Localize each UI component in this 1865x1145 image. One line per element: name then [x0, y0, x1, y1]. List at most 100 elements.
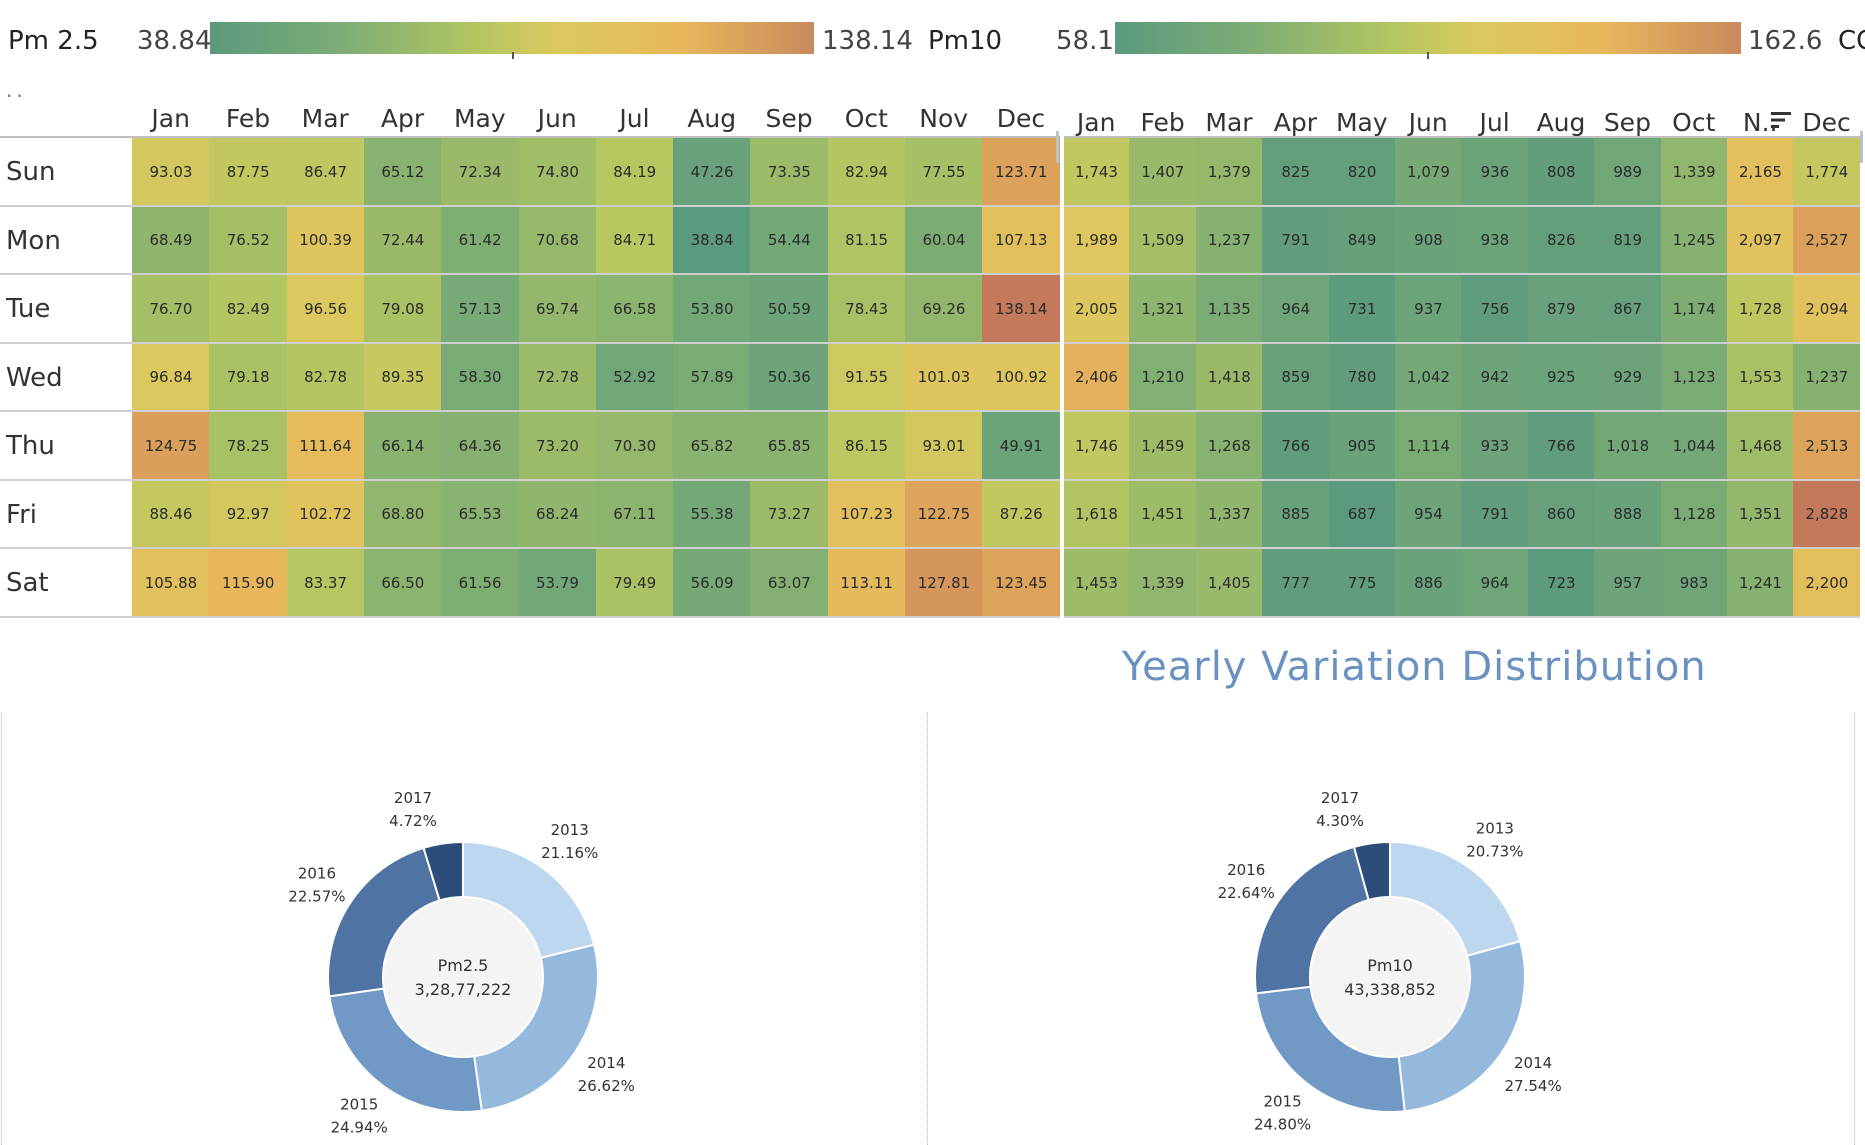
pm25-heatmap-cell[interactable]: 76.52: [209, 205, 288, 275]
pm25-heatmap-cell[interactable]: 86.15: [827, 411, 906, 481]
pm25-heatmap-cell[interactable]: 93.01: [905, 411, 983, 481]
pm10-heatmap-cell[interactable]: 1,509: [1129, 205, 1197, 275]
pm10-heatmap-cell[interactable]: 1,618: [1063, 479, 1130, 549]
pm25-heatmap-cell[interactable]: 78.43: [827, 274, 906, 344]
pm10-heatmap-cell[interactable]: 905: [1328, 411, 1396, 481]
pm25-heatmap-cell[interactable]: 63.07: [750, 548, 829, 618]
pm10-heatmap-cell[interactable]: 1,241: [1727, 548, 1794, 618]
pm10-slice-2014[interactable]: [1397, 939, 1526, 1113]
pm10-heatmap-cell[interactable]: 819: [1594, 205, 1662, 275]
pm25-heatmap-cell[interactable]: 52.92: [595, 342, 674, 412]
pm10-heatmap-cell[interactable]: 908: [1395, 205, 1462, 275]
pm10-slice-2017[interactable]: [1352, 840, 1391, 902]
pm10-heatmap-cell[interactable]: 942: [1461, 342, 1529, 412]
pm25-heatmap-cell[interactable]: 53.79: [518, 548, 597, 618]
pm10-donut-chart[interactable]: 2013 20.73% 2014 27.54% 2015 24.80% 2016 22.64%…: [1167, 770, 1607, 1145]
pm25-heatmap-cell[interactable]: 92.97: [209, 479, 288, 549]
pm25-heatmap-cell[interactable]: 86.47: [286, 137, 365, 207]
pm25-heatmap-cell[interactable]: 73.27: [750, 479, 829, 549]
pm10-heatmap-cell[interactable]: 791: [1461, 479, 1529, 549]
pm10-heatmap-cell[interactable]: 1,418: [1195, 342, 1263, 412]
pm25-heatmap-cell[interactable]: 107.13: [982, 205, 1061, 275]
pm25-heatmap-cell[interactable]: 76.70: [132, 274, 210, 344]
pm25-heatmap-cell[interactable]: 123.45: [982, 548, 1061, 618]
pm10-heatmap-cell[interactable]: 780: [1328, 342, 1396, 412]
pm10-heatmap-cell[interactable]: 1,774: [1793, 137, 1861, 207]
pm10-heatmap-cell[interactable]: 1,237: [1195, 205, 1263, 275]
pm10-heatmap-cell[interactable]: 964: [1461, 548, 1529, 618]
pm10-heatmap-cell[interactable]: 964: [1262, 274, 1330, 344]
pm10-heatmap-cell[interactable]: 766: [1527, 411, 1595, 481]
pm25-slice-2015[interactable]: [328, 987, 483, 1113]
pm25-heatmap-cell[interactable]: 57.89: [673, 342, 751, 412]
pm25-heatmap-cell[interactable]: 124.75: [132, 411, 210, 481]
pm10-heatmap-cell[interactable]: 775: [1328, 548, 1396, 618]
pm10-heatmap-cell[interactable]: 1,018: [1594, 411, 1662, 481]
pm25-heatmap-cell[interactable]: 54.44: [750, 205, 829, 275]
pm10-heatmap-cell[interactable]: 2,097: [1727, 205, 1794, 275]
pm10-heatmap-cell[interactable]: 1,237: [1793, 342, 1861, 412]
pm25-heatmap-cell[interactable]: 65.85: [750, 411, 829, 481]
pm25-heatmap-cell[interactable]: 56.09: [673, 548, 751, 618]
pm10-heatmap-cell[interactable]: 1,743: [1063, 137, 1130, 207]
pm25-heatmap-cell[interactable]: 68.80: [363, 479, 442, 549]
pm25-heatmap-cell[interactable]: 50.36: [750, 342, 829, 412]
pm25-heatmap-cell[interactable]: 127.81: [905, 548, 983, 618]
pm25-heatmap-cell[interactable]: 73.35: [750, 137, 829, 207]
pm10-heatmap-cell[interactable]: 1,728: [1727, 274, 1794, 344]
pm10-heatmap-cell[interactable]: 925: [1527, 342, 1595, 412]
pm10-heatmap-cell[interactable]: 1,042: [1395, 342, 1462, 412]
pm10-heatmap-cell[interactable]: 1,114: [1395, 411, 1462, 481]
pm10-heatmap-cell[interactable]: 1,351: [1727, 479, 1794, 549]
pm10-heatmap-cell[interactable]: 1,044: [1660, 411, 1728, 481]
pm10-heatmap-cell[interactable]: 791: [1262, 205, 1330, 275]
pm25-heatmap-cell[interactable]: 66.50: [363, 548, 442, 618]
pm25-heatmap-cell[interactable]: 72.34: [441, 137, 520, 207]
pm10-heatmap-cell[interactable]: 1,210: [1129, 342, 1197, 412]
pm25-slice-2017[interactable]: [422, 840, 464, 902]
pm25-heatmap-cell[interactable]: 77.55: [905, 137, 983, 207]
pm10-heatmap-cell[interactable]: 849: [1328, 205, 1396, 275]
pm10-heatmap-cell[interactable]: 1,405: [1195, 548, 1263, 618]
pm10-heatmap-cell[interactable]: 1,453: [1063, 548, 1130, 618]
pm25-heatmap-cell[interactable]: 115.90: [209, 548, 288, 618]
pm10-heatmap-cell[interactable]: 820: [1328, 137, 1396, 207]
pm10-heatmap-cell[interactable]: 1,079: [1395, 137, 1462, 207]
pm25-heatmap-cell[interactable]: 73.20: [518, 411, 597, 481]
pm10-heatmap-cell[interactable]: 731: [1328, 274, 1396, 344]
pm25-heatmap-cell[interactable]: 82.78: [286, 342, 365, 412]
pm25-heatmap-cell[interactable]: 53.80: [673, 274, 751, 344]
pm10-heatmap-cell[interactable]: 1,174: [1660, 274, 1728, 344]
pm10-heatmap-cell[interactable]: 777: [1262, 548, 1330, 618]
pm10-heatmap-cell[interactable]: 937: [1395, 274, 1462, 344]
pm25-heatmap-cell[interactable]: 66.14: [363, 411, 442, 481]
pm25-heatmap-cell[interactable]: 81.15: [827, 205, 906, 275]
pm10-heatmap-cell[interactable]: 1,321: [1129, 274, 1197, 344]
pm10-heatmap-cell[interactable]: 983: [1660, 548, 1728, 618]
pm10-heatmap-cell[interactable]: 888: [1594, 479, 1662, 549]
pm10-heatmap-cell[interactable]: 1,989: [1063, 205, 1130, 275]
pm10-heatmap-cell[interactable]: 1,337: [1195, 479, 1263, 549]
pm10-heatmap-cell[interactable]: 1,339: [1660, 137, 1728, 207]
pm25-heatmap-cell[interactable]: 72.44: [363, 205, 442, 275]
pm25-heatmap-cell[interactable]: 66.58: [595, 274, 674, 344]
pm10-heatmap-cell[interactable]: 2,165: [1727, 137, 1794, 207]
pm25-heatmap-cell[interactable]: 89.35: [363, 342, 442, 412]
pm10-heatmap-cell[interactable]: 2,828: [1793, 479, 1861, 549]
pm25-heatmap-cell[interactable]: 113.11: [827, 548, 906, 618]
pm25-heatmap-cell[interactable]: 101.03: [905, 342, 983, 412]
pm25-heatmap-cell[interactable]: 55.38: [673, 479, 751, 549]
pm10-heatmap-cell[interactable]: 1,128: [1660, 479, 1728, 549]
sort-descending-icon[interactable]: [1771, 111, 1793, 129]
pm10-heatmap-cell[interactable]: 860: [1527, 479, 1595, 549]
pm25-heatmap-cell[interactable]: 102.72: [286, 479, 365, 549]
pm25-heatmap-cell[interactable]: 65.53: [441, 479, 520, 549]
pm10-heatmap-cell[interactable]: 2,094: [1793, 274, 1861, 344]
pm10-heatmap-cell[interactable]: 723: [1527, 548, 1595, 618]
pm25-heatmap-cell[interactable]: 84.19: [595, 137, 674, 207]
pm10-heatmap-cell[interactable]: 1,135: [1195, 274, 1263, 344]
pm10-heatmap-cell[interactable]: 1,245: [1660, 205, 1728, 275]
pm10-heatmap-cell[interactable]: 766: [1262, 411, 1330, 481]
pm25-heatmap-cell[interactable]: 68.24: [518, 479, 597, 549]
pm25-heatmap-cell[interactable]: 61.56: [441, 548, 520, 618]
